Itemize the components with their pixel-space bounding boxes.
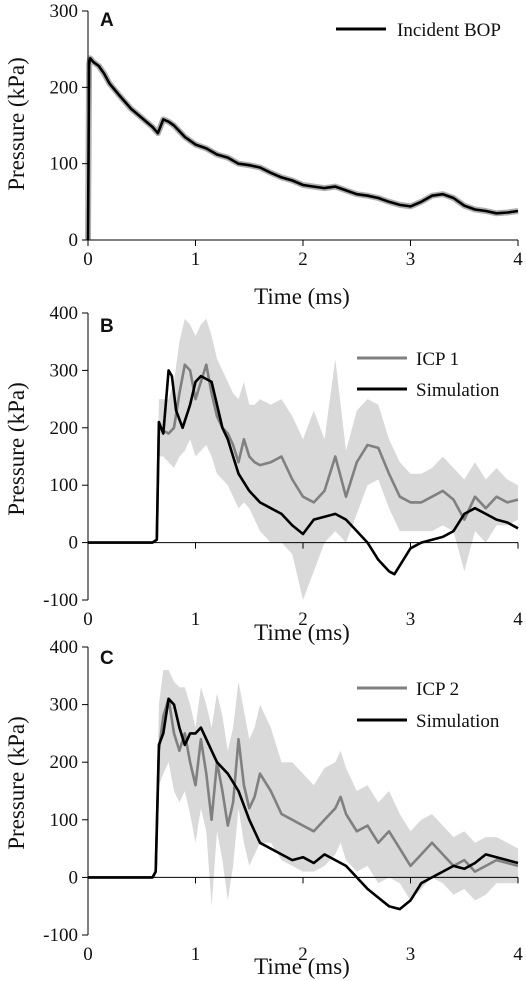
legend-label: Incident BOP <box>397 20 501 41</box>
legend-label: ICP 1 <box>416 349 459 370</box>
legend-label: ICP 2 <box>416 679 459 700</box>
y-tick-label: -100 <box>43 925 78 946</box>
plot-area: 0 100 200 300 0 1 2 3 4 <box>50 1 524 270</box>
legend-label: Simulation <box>416 711 500 732</box>
x-tick-label: 4 <box>513 249 523 270</box>
series-band <box>88 318 518 600</box>
y-tick-label: 200 <box>50 77 79 98</box>
y-tick-label: -100 <box>43 590 78 611</box>
x-axis-label: Time (ms) <box>254 620 350 645</box>
x-tick-label: 2 <box>298 249 308 270</box>
y-tick-label: 300 <box>50 1 79 22</box>
series-band <box>85 55 519 241</box>
x-tick-label: 4 <box>513 944 523 965</box>
x-tick-label: 0 <box>83 249 93 270</box>
legend-label: Simulation <box>416 380 500 401</box>
x-tick-label: 1 <box>191 609 201 630</box>
y-tick-label: 100 <box>50 154 79 175</box>
x-tick-label: 1 <box>191 944 201 965</box>
x-axis-label: Time (ms) <box>254 284 350 309</box>
x-tick-label: 0 <box>83 609 93 630</box>
panel-label: A <box>100 10 114 31</box>
series-line <box>86 57 519 241</box>
panel-label: B <box>100 316 114 337</box>
y-tick-label: 400 <box>50 637 79 658</box>
y-tick-label: 300 <box>50 695 79 716</box>
y-axis-label: Pressure (kPa) <box>4 382 29 516</box>
x-axis-label: Time (ms) <box>254 954 350 979</box>
series-line <box>88 697 519 879</box>
y-tick-label: 300 <box>50 360 79 381</box>
y-axis-label: Pressure (kPa) <box>4 57 29 191</box>
y-tick-label: 100 <box>50 475 79 496</box>
x-tick-label: 3 <box>406 249 416 270</box>
panel-label: C <box>100 648 114 669</box>
x-tick-label: 3 <box>406 944 416 965</box>
y-tick-label: 100 <box>50 810 79 831</box>
panel-a: 0 100 200 300 0 1 2 3 4 A Time (ms) Pressure (kP… <box>4 1 523 309</box>
series-line <box>88 697 519 911</box>
x-tick-label: 1 <box>191 249 201 270</box>
x-tick-label: 2 <box>298 944 308 965</box>
y-tick-label: 0 <box>69 867 79 888</box>
x-tick-label: 2 <box>298 609 308 630</box>
series-band <box>88 670 518 907</box>
x-tick-label: 4 <box>513 609 523 630</box>
x-tick-label: 3 <box>406 609 416 630</box>
y-tick-label: 200 <box>50 752 79 773</box>
y-tick-label: 400 <box>50 303 79 324</box>
series-line <box>88 369 519 576</box>
x-tick-label: 0 <box>83 944 93 965</box>
y-tick-label: 0 <box>69 533 79 554</box>
y-tick-label: 0 <box>69 230 79 251</box>
y-tick-label: 200 <box>50 418 79 439</box>
y-axis-label: Pressure (kPa) <box>4 716 29 850</box>
series-line <box>88 363 519 544</box>
